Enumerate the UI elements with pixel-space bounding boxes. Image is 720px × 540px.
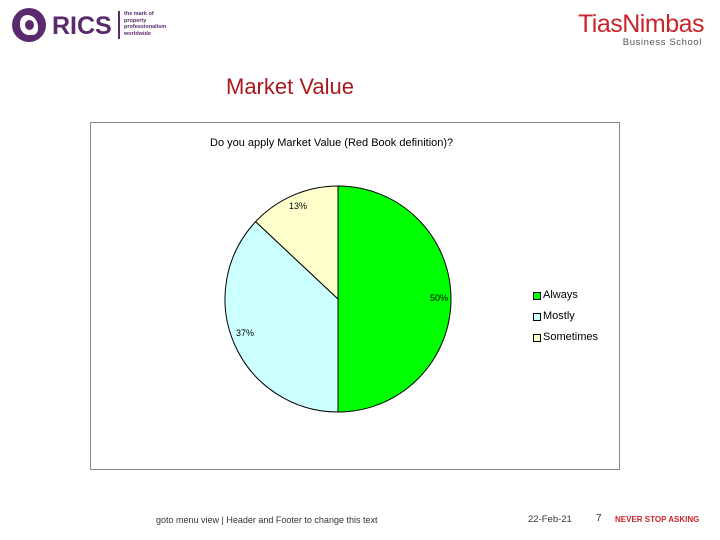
rics-tagline-line: professionalism (124, 24, 167, 30)
legend-swatch (533, 334, 541, 342)
legend-swatch (533, 292, 541, 300)
rics-tagline-line: the mark of (124, 11, 154, 17)
footer-date: 22-Feb-21 (528, 514, 572, 525)
legend-item-sometimes: Sometimes (533, 331, 623, 345)
pie-slice-mostly (224, 220, 339, 413)
rics-logo-word: RICS (52, 12, 112, 40)
rics-tagline-line: worldwide (124, 30, 151, 37)
rics-logo: RICS the mark of property professionalis… (12, 8, 166, 42)
data-label-always: 50% (430, 293, 448, 303)
data-label-sometimes: 13% (289, 201, 307, 211)
rics-tagline-line: property (124, 17, 147, 24)
pie-slice-sometimes (254, 185, 339, 301)
footer-slogan: NEVER STOP ASKING (615, 515, 700, 524)
rics-logo-tagline: the mark of property professionalism wor… (124, 11, 174, 37)
page-number: 7 (596, 513, 602, 524)
legend-label: Mostly (543, 310, 575, 322)
rics-logo-divider (118, 11, 120, 39)
tiasnimbas-logo: TiasNimbas Business School (572, 10, 705, 48)
legend-swatch (533, 313, 541, 321)
tiasnimbas-logo-word: TiasNimbas (577, 10, 705, 38)
tiasnimbas-logo-subtitle: Business School (622, 37, 702, 48)
legend-item-always: Always (533, 289, 623, 303)
pie-slice-always (337, 185, 452, 413)
legend-item-mostly: Mostly (533, 310, 623, 324)
legend-label: Always (543, 289, 578, 301)
footer-note: goto menu view | Header and Footer to ch… (156, 515, 378, 525)
chart-title: Do you apply Market Value (Red Book defi… (210, 137, 454, 149)
legend-label: Sometimes (543, 331, 599, 343)
rics-emblem-icon (12, 8, 46, 42)
data-label-mostly: 37% (236, 328, 254, 338)
slide-title: Market Value (226, 74, 354, 99)
